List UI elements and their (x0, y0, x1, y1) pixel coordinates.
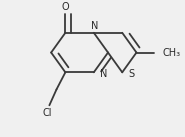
Text: O: O (62, 2, 69, 12)
Text: CH₃: CH₃ (162, 48, 180, 58)
Text: N: N (100, 69, 107, 79)
Text: S: S (128, 69, 134, 79)
Text: Cl: Cl (43, 108, 52, 118)
Text: N: N (91, 21, 98, 31)
